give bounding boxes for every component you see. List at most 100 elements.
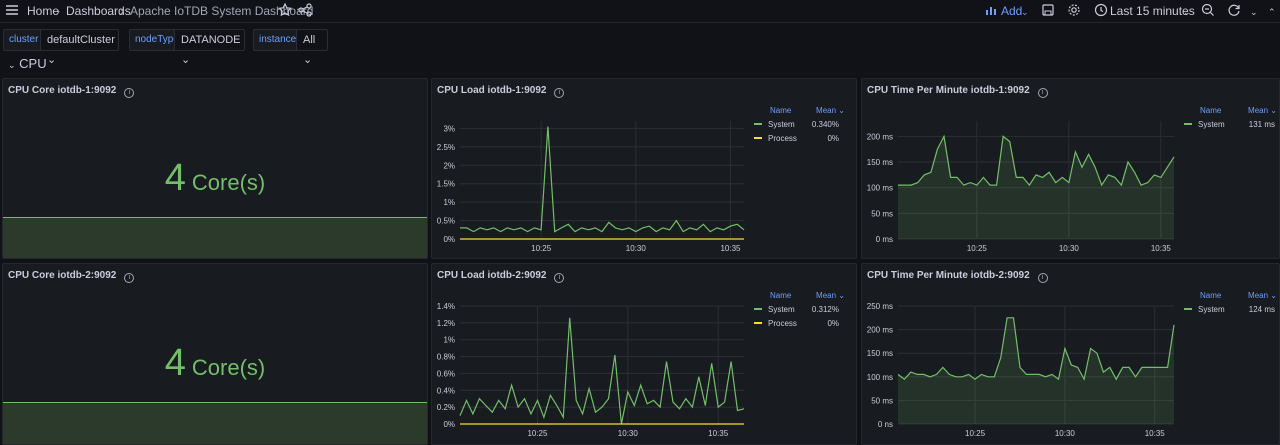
zoom-out-icon[interactable]	[1200, 2, 1216, 18]
info-icon[interactable]: i	[554, 273, 565, 283]
y-tick-label: 0%	[443, 420, 455, 429]
panel-title-text: CPU Time Per Minute iotdb-2:9092	[867, 270, 1030, 281]
legend-header-mean[interactable]: Mean ⌄	[816, 106, 845, 115]
chevron-down-icon: ⌄	[838, 291, 845, 300]
chevron-up-icon[interactable]: ⌃	[1268, 7, 1276, 17]
variable-value: defaultCluster	[47, 34, 115, 46]
star-icon[interactable]	[277, 2, 293, 18]
stat-unit: Core(s)	[191, 170, 266, 195]
y-tick-label: 0 ms	[876, 235, 893, 244]
legend-header-name[interactable]: Name	[1200, 106, 1222, 115]
chevron-down-icon: ⌄	[1270, 291, 1277, 300]
legend-header-name[interactable]: Name	[770, 291, 792, 300]
row-header-cpu[interactable]: ⌄ CPU	[8, 56, 47, 71]
legend-item[interactable]: System	[754, 305, 795, 314]
legend-item[interactable]: System	[1184, 305, 1225, 314]
x-tick-label: 10:35	[1151, 244, 1172, 253]
variable-label-cluster: cluster	[3, 29, 45, 51]
chart-cpu-load-2[interactable]: 0% 0.2% 0.4% 0.6% 0.8% 1% 1.2% 1.4% 10:25 10:30 10…	[432, 284, 752, 444]
legend-header-name[interactable]: Name	[1200, 291, 1222, 300]
variable-label-nodetype: nodeType	[129, 29, 185, 51]
y-tick-label: 2.5%	[437, 143, 455, 152]
chart-cpu-time-2[interactable]: 0 ns 50 ms 100 ms 150 ms 200 ms 250 ms 10:25 10…	[862, 284, 1182, 444]
legend-mean-value: 0.340%	[811, 120, 839, 129]
panel-cpu-time-1[interactable]: CPU Time Per Minute iotdb-1:9092 i 0 ms 50…	[861, 78, 1280, 259]
breadcrumb-dashboards[interactable]: Dashboards	[66, 4, 131, 18]
save-icon[interactable]	[1040, 2, 1056, 18]
legend-header-mean-text: Mean	[1248, 291, 1269, 300]
chart-cpu-load-1[interactable]: 0% 0.5% 1% 1.5% 2% 2.5% 3% 10:25 10:30 10:35	[432, 99, 752, 259]
y-tick-label: 0.5%	[437, 217, 455, 226]
chevron-down-icon[interactable]: ⌄	[1183, 7, 1191, 17]
series-area-system	[898, 317, 1174, 424]
info-icon[interactable]: i	[554, 88, 565, 98]
legend-series-name: System	[1198, 305, 1225, 314]
y-tick-label: 1.5%	[437, 180, 455, 189]
menu-icon[interactable]	[4, 2, 20, 18]
chevron-down-icon: ⌄	[8, 60, 16, 70]
legend-mean-value: 0.312%	[811, 305, 839, 314]
chevron-down-icon: ⌄	[181, 54, 191, 66]
y-tick-label: 100 ms	[867, 373, 893, 382]
panel-title: CPU Time Per Minute iotdb-1:9092 i	[867, 85, 1048, 98]
legend-header-mean[interactable]: Mean ⌄	[816, 291, 845, 300]
legend-item[interactable]: System	[1184, 120, 1225, 129]
breadcrumb-home[interactable]: Home	[27, 4, 60, 18]
legend-series-name: System	[768, 305, 795, 314]
time-range-picker[interactable]: Last 15 minutes	[1110, 4, 1195, 18]
series-area-system	[898, 136, 1174, 239]
variable-select-cluster[interactable]: defaultCluster ⌄	[40, 29, 119, 66]
panel-cpu-load-2[interactable]: CPU Load iotdb-2:9092 i 0% 0.2% 0.4% 0.6% 0.8…	[431, 263, 857, 445]
x-tick-label: 10:30	[626, 244, 647, 253]
stat-sparkline	[3, 217, 427, 258]
legend-header-mean[interactable]: Mean ⌄	[1248, 291, 1277, 300]
x-tick-label: 10:35	[720, 244, 741, 253]
x-tick-label: 10:30	[1059, 244, 1080, 253]
x-tick-label: 10:25	[527, 429, 548, 438]
chevron-down-icon[interactable]: ⌄	[1021, 7, 1029, 17]
y-tick-label: 3%	[443, 124, 455, 133]
legend-header-mean[interactable]: Mean ⌄	[1248, 106, 1277, 115]
info-icon[interactable]: i	[124, 88, 135, 98]
y-tick-label: 50 ms	[871, 209, 893, 218]
legend-mean-value: 0%	[827, 134, 839, 143]
share-icon[interactable]	[297, 2, 313, 18]
y-tick-label: 100 ms	[867, 184, 893, 193]
panel-cpu-load-1[interactable]: CPU Load iotdb-1:9092 i 0% 0.5% 1% 1.5% 2% 2.5…	[431, 78, 857, 259]
legend-swatch	[754, 137, 762, 139]
y-tick-label: 1.4%	[437, 302, 455, 311]
add-panel-icon	[986, 7, 996, 15]
info-icon[interactable]: i	[1037, 273, 1048, 283]
breadcrumb-dashboard-title: Apache IoTDB System Dashboard	[130, 4, 314, 18]
chart-cpu-time-1[interactable]: 0 ms 50 ms 100 ms 150 ms 200 ms 10:25 10:30 10:…	[862, 99, 1182, 259]
series-line-system	[460, 126, 745, 233]
panel-title: CPU Core iotdb-1:9092 i	[8, 85, 135, 98]
legend-header-mean-text: Mean	[816, 291, 837, 300]
legend-item[interactable]: Process	[754, 319, 797, 328]
add-button[interactable]: Add	[1001, 4, 1023, 18]
y-tick-label: 150 ms	[867, 158, 893, 167]
x-tick-label: 10:35	[1145, 429, 1166, 438]
chevron-down-icon: ⌄	[47, 54, 57, 66]
variable-select-instance[interactable]: All ⌄	[296, 29, 328, 66]
info-icon[interactable]: i	[124, 273, 135, 283]
variable-select-nodetype[interactable]: DATANODE ⌄	[174, 29, 245, 66]
panel-cpu-time-2[interactable]: CPU Time Per Minute iotdb-2:9092 i 0 ns 50…	[861, 263, 1280, 445]
panel-title: CPU Core iotdb-2:9092 i	[8, 270, 135, 283]
legend-mean-value: 124 ms	[1248, 305, 1275, 314]
legend-series-name: Process	[768, 319, 797, 328]
info-icon[interactable]: i	[1037, 88, 1048, 98]
refresh-icon[interactable]	[1226, 2, 1242, 18]
gear-icon[interactable]	[1066, 2, 1082, 18]
y-tick-label: 150 ms	[867, 349, 893, 358]
chevron-down-icon[interactable]: ⌄	[1250, 7, 1258, 17]
chevron-down-icon: ⌄	[1270, 106, 1277, 115]
legend-item[interactable]: Process	[754, 134, 797, 143]
legend-item[interactable]: System	[754, 120, 795, 129]
panel-title-text: CPU Time Per Minute iotdb-1:9092	[867, 85, 1030, 96]
y-tick-label: 2%	[443, 161, 455, 170]
stat-number: 4	[164, 342, 186, 384]
panel-cpu-core-2[interactable]: CPU Core iotdb-2:9092 i 4 Core(s)	[2, 263, 428, 445]
panel-cpu-core-1[interactable]: CPU Core iotdb-1:9092 i 4 Core(s)	[2, 78, 428, 259]
legend-header-name[interactable]: Name	[770, 106, 792, 115]
